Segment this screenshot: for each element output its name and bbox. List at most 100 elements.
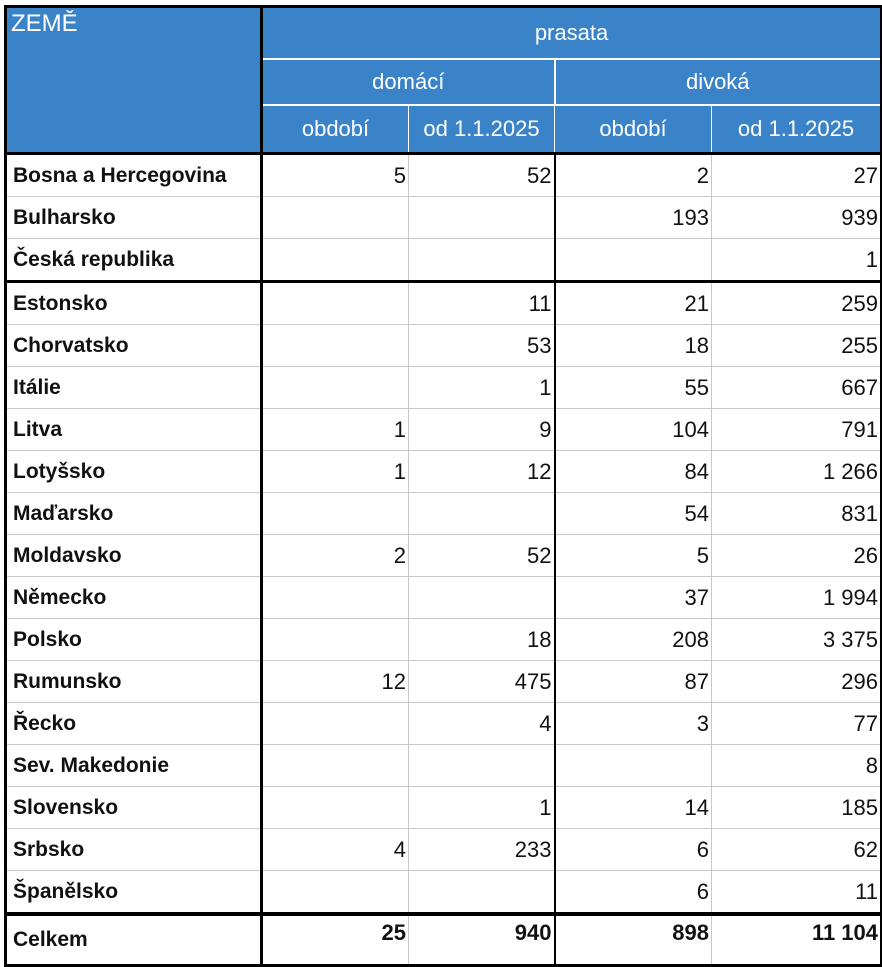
divoka-od-cell: 255 [710,324,882,367]
domaci-od-cell: 53 [408,324,555,367]
country-name: Řecko [4,702,263,745]
domaci-obdobi-cell [261,618,409,661]
domaci-obdobi-cell [261,238,409,282]
country-name: Česká republika [4,238,263,282]
header-od-domaci: od 1.1.2025 [408,105,555,155]
outbreak-table: ZEMĚ prasata domácí divoká období od 1.1… [4,5,882,967]
divoka-obdobi-cell: 55 [553,366,712,409]
divoka-obdobi-cell: 3 [553,702,712,745]
country-name: Estonsko [4,280,263,325]
country-name: Slovensko [4,786,263,829]
divoka-obdobi-cell: 84 [553,450,712,493]
domaci-obdobi-cell [261,280,409,325]
domaci-od-cell: 12 [408,450,555,493]
country-name: Celkem [4,912,263,967]
header-divoka: divoká [553,59,882,106]
domaci-od-cell [408,196,555,239]
domaci-od-cell [408,744,555,787]
header-prasata: prasata [259,5,882,60]
table-body: Bosna a Hercegovina 5 52 2 27 Bulharsko 193 939… [4,153,882,967]
divoka-od-cell: 296 [710,660,882,703]
divoka-obdobi-cell: 21 [553,280,712,325]
divoka-obdobi-cell: 898 [553,912,712,967]
divoka-obdobi-cell: 5 [553,534,712,577]
domaci-obdobi-cell [261,786,409,829]
divoka-od-cell: 1 266 [710,450,882,493]
table-row: Maďarsko 54 831 [4,492,882,535]
table-row: Řecko 4 3 77 [4,702,882,745]
country-name: Německo [4,576,263,619]
divoka-od-cell: 1 [710,238,882,282]
country-name: Chorvatsko [4,324,263,367]
divoka-obdobi-cell: 208 [553,618,712,661]
domaci-od-cell: 18 [408,618,555,661]
table-row: Chorvatsko 53 18 255 [4,324,882,367]
divoka-obdobi-cell [553,238,712,282]
table-row: Litva 1 9 104 791 [4,408,882,451]
domaci-od-cell: 52 [408,534,555,577]
divoka-obdobi-cell: 87 [553,660,712,703]
domaci-od-cell: 475 [408,660,555,703]
divoka-od-cell: 3 375 [710,618,882,661]
table-row: Lotyšsko 1 12 84 1 266 [4,450,882,493]
header-domaci: domácí [260,59,555,106]
domaci-od-cell: 9 [408,408,555,451]
divoka-obdobi-cell: 14 [553,786,712,829]
domaci-obdobi-cell: 1 [261,408,409,451]
table-row: Slovensko 1 14 185 [4,786,882,829]
divoka-obdobi-cell: 37 [553,576,712,619]
country-name: Bulharsko [4,196,263,239]
domaci-od-cell: 1 [408,366,555,409]
domaci-od-cell: 11 [408,280,555,325]
country-name: Moldavsko [4,534,263,577]
country-name: Litva [4,408,263,451]
divoka-od-cell: 27 [710,153,882,197]
table-row: Rumunsko 12 475 87 296 [4,660,882,703]
divoka-od-cell: 667 [710,366,882,409]
domaci-obdobi-cell [261,870,409,915]
divoka-od-cell: 62 [710,828,882,871]
divoka-od-cell: 11 104 [710,912,882,967]
domaci-obdobi-cell [261,702,409,745]
domaci-obdobi-cell [261,366,409,409]
domaci-obdobi-cell: 5 [261,153,409,197]
country-name: Lotyšsko [4,450,263,493]
domaci-od-cell: 1 [408,786,555,829]
divoka-od-cell: 26 [710,534,882,577]
divoka-obdobi-cell: 54 [553,492,712,535]
table-row: Bosna a Hercegovina 5 52 2 27 [4,153,882,197]
domaci-obdobi-cell: 12 [261,660,409,703]
domaci-obdobi-cell: 2 [261,534,409,577]
header-obdobi-divoka: období [554,105,712,155]
table-row: Itálie 1 55 667 [4,366,882,409]
domaci-obdobi-cell: 1 [261,450,409,493]
table-container: ZEMĚ prasata domácí divoká období od 1.1… [4,5,882,967]
country-name: Maďarsko [4,492,263,535]
divoka-od-cell: 77 [710,702,882,745]
country-name: Itálie [4,366,263,409]
country-name: Bosna a Hercegovina [4,153,263,197]
total-row: Celkem 25 940 898 11 104 [4,912,882,967]
country-name: Rumunsko [4,660,263,703]
table-row: Bulharsko 193 939 [4,196,882,239]
header-zeme: ZEMĚ [4,5,263,155]
domaci-od-cell: 940 [408,912,555,967]
domaci-obdobi-cell [261,744,409,787]
domaci-obdobi-cell: 4 [261,828,409,871]
domaci-od-cell: 4 [408,702,555,745]
table-row: Španělsko 6 11 [4,870,882,915]
domaci-obdobi-cell [261,324,409,367]
divoka-od-cell: 11 [710,870,882,915]
divoka-od-cell: 185 [710,786,882,829]
divoka-od-cell: 8 [710,744,882,787]
divoka-od-cell: 939 [710,196,882,239]
country-name: Španělsko [4,870,263,915]
domaci-od-cell [408,492,555,535]
domaci-od-cell [408,870,555,915]
table-row: Estonsko 11 21 259 [4,280,882,325]
divoka-obdobi-cell: 2 [553,153,712,197]
divoka-od-cell: 1 994 [710,576,882,619]
divoka-obdobi-cell: 6 [553,828,712,871]
divoka-od-cell: 259 [710,280,882,325]
domaci-obdobi-cell: 25 [261,912,409,967]
